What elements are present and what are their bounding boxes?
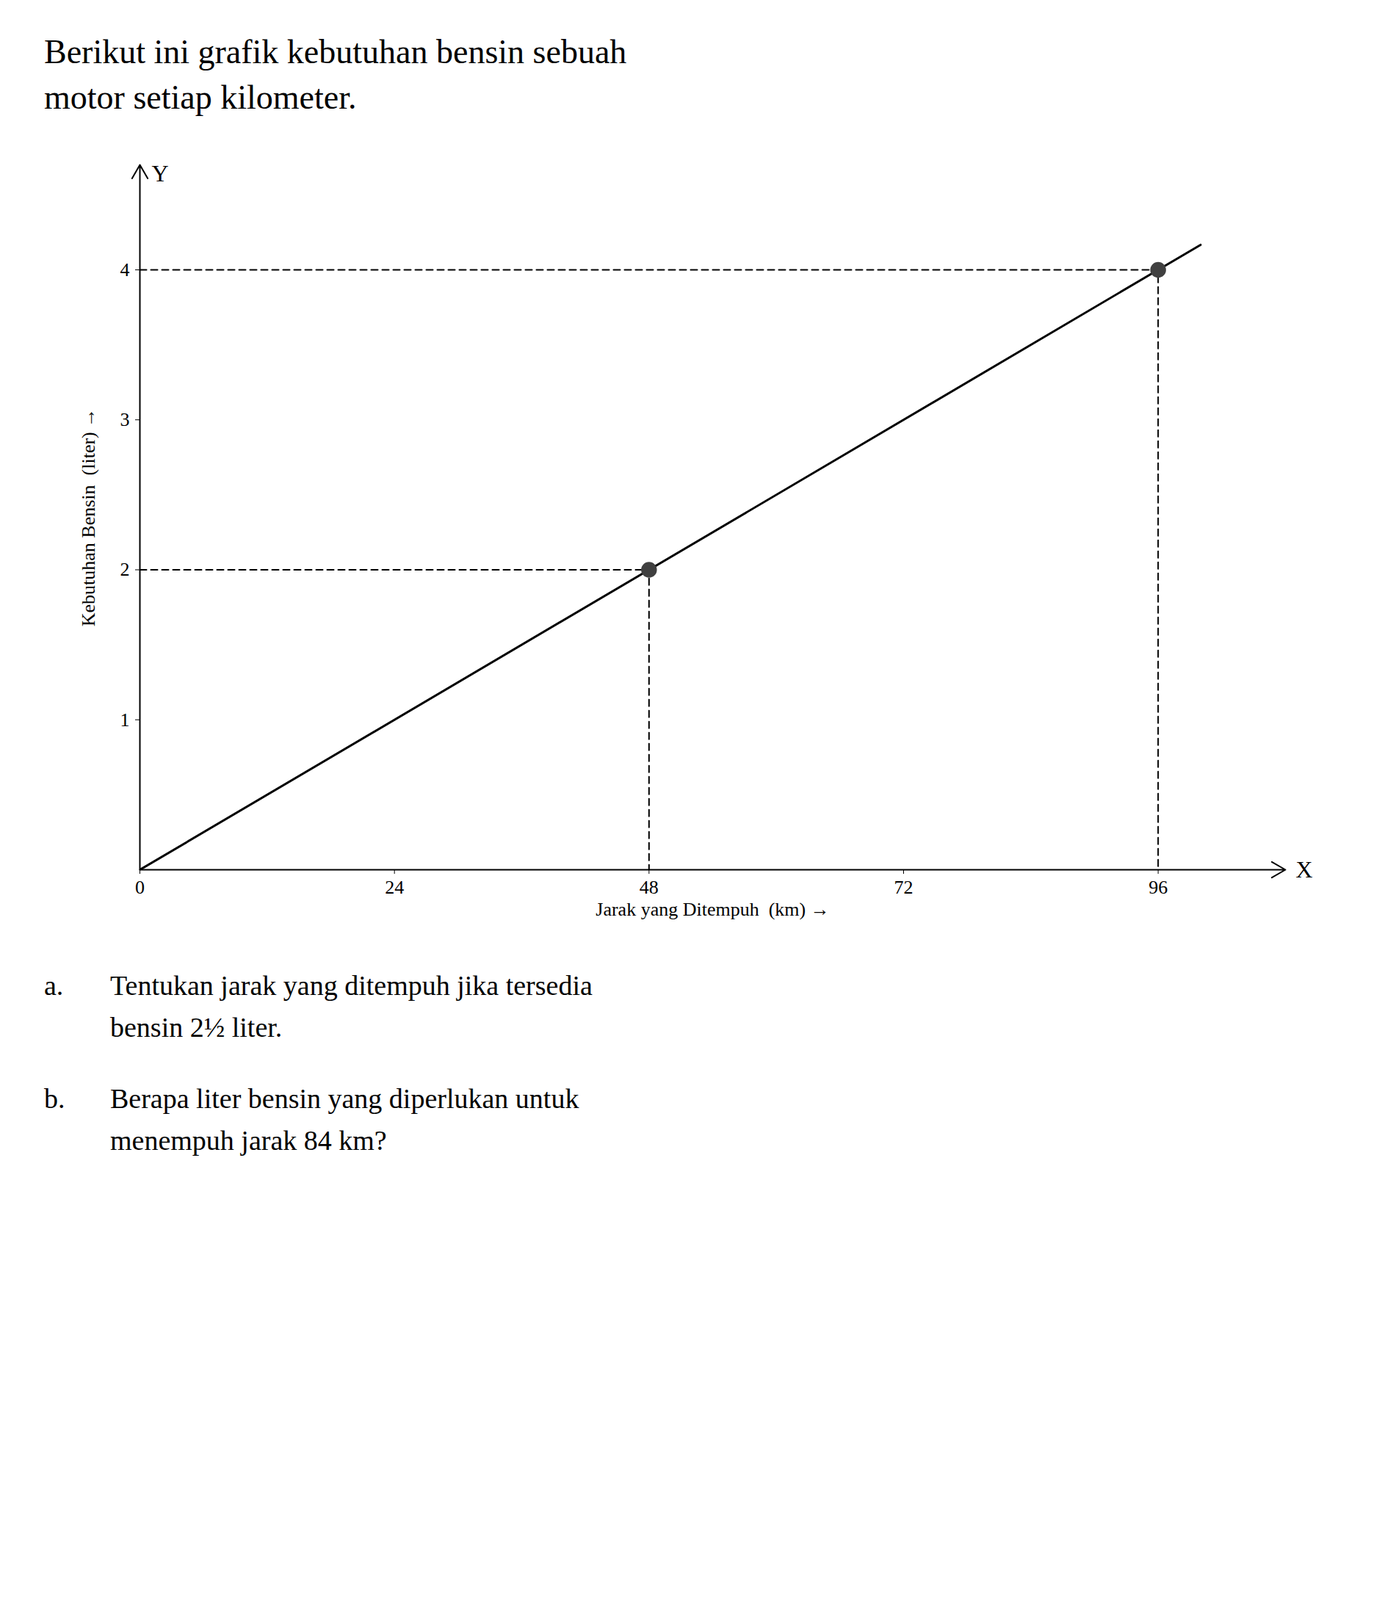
html-text:Tentukan jarak yang ditempuh j: Tentukan jarak yang ditempuh jika tersed…: [110, 970, 593, 1043]
svg-text:96: 96: [1148, 876, 1168, 899]
svg-text:24: 24: [384, 876, 404, 899]
svg-text:1: 1: [120, 709, 130, 731]
svg-text:4: 4: [120, 259, 130, 281]
svg-text:2: 2: [120, 558, 130, 581]
svg-text:0: 0: [135, 876, 145, 899]
svg-text:Y: Y: [152, 160, 169, 187]
html-text:a.: a.: [44, 970, 64, 1002]
svg-text:48: 48: [639, 876, 659, 899]
svg-text:Jarak yang Ditempuh (km) →: Jarak yang Ditempuh (km) →: [595, 898, 830, 921]
html-text:Berapa liter bensin yang diper: Berapa liter bensin yang diperlukan untu…: [110, 1083, 579, 1156]
html-text:Berikut ini grafik kebutuhan b: Berikut ini grafik kebutuhan bensin sebu…: [44, 33, 627, 117]
html-text:b.: b.: [44, 1083, 65, 1115]
svg-text:72: 72: [894, 876, 914, 899]
svg-text:X: X: [1296, 856, 1313, 883]
svg-text:Kebutuhan Bensin (liter) →: Kebutuhan Bensin (liter) →: [77, 408, 100, 628]
svg-text:3: 3: [120, 409, 130, 431]
